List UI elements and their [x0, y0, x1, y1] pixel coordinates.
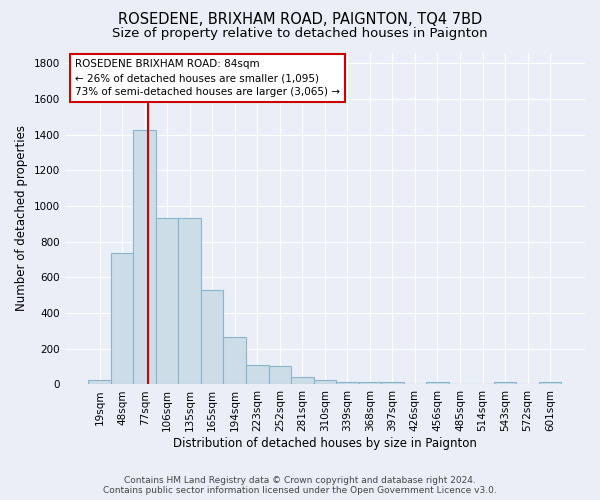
Text: Contains HM Land Registry data © Crown copyright and database right 2024.
Contai: Contains HM Land Registry data © Crown c… [103, 476, 497, 495]
Bar [381, 382, 404, 384]
Bar [539, 382, 562, 384]
Bar [269, 366, 291, 384]
Bar [426, 382, 449, 384]
Bar [336, 382, 359, 384]
Bar [291, 378, 314, 384]
Bar [223, 337, 246, 384]
Bar [359, 382, 381, 384]
Bar [246, 365, 269, 384]
Bar [88, 380, 111, 384]
Bar [494, 382, 516, 384]
Bar [133, 130, 156, 384]
Text: ROSEDENE BRIXHAM ROAD: 84sqm
← 26% of detached houses are smaller (1,095)
73% of: ROSEDENE BRIXHAM ROAD: 84sqm ← 26% of de… [75, 59, 340, 97]
Text: ROSEDENE, BRIXHAM ROAD, PAIGNTON, TQ4 7BD: ROSEDENE, BRIXHAM ROAD, PAIGNTON, TQ4 7B… [118, 12, 482, 28]
Bar [156, 218, 178, 384]
Bar [111, 254, 133, 384]
Bar [314, 380, 336, 384]
Y-axis label: Number of detached properties: Number of detached properties [15, 126, 28, 312]
Bar [178, 218, 201, 384]
Bar [201, 290, 223, 384]
Text: Size of property relative to detached houses in Paignton: Size of property relative to detached ho… [112, 28, 488, 40]
X-axis label: Distribution of detached houses by size in Paignton: Distribution of detached houses by size … [173, 437, 477, 450]
